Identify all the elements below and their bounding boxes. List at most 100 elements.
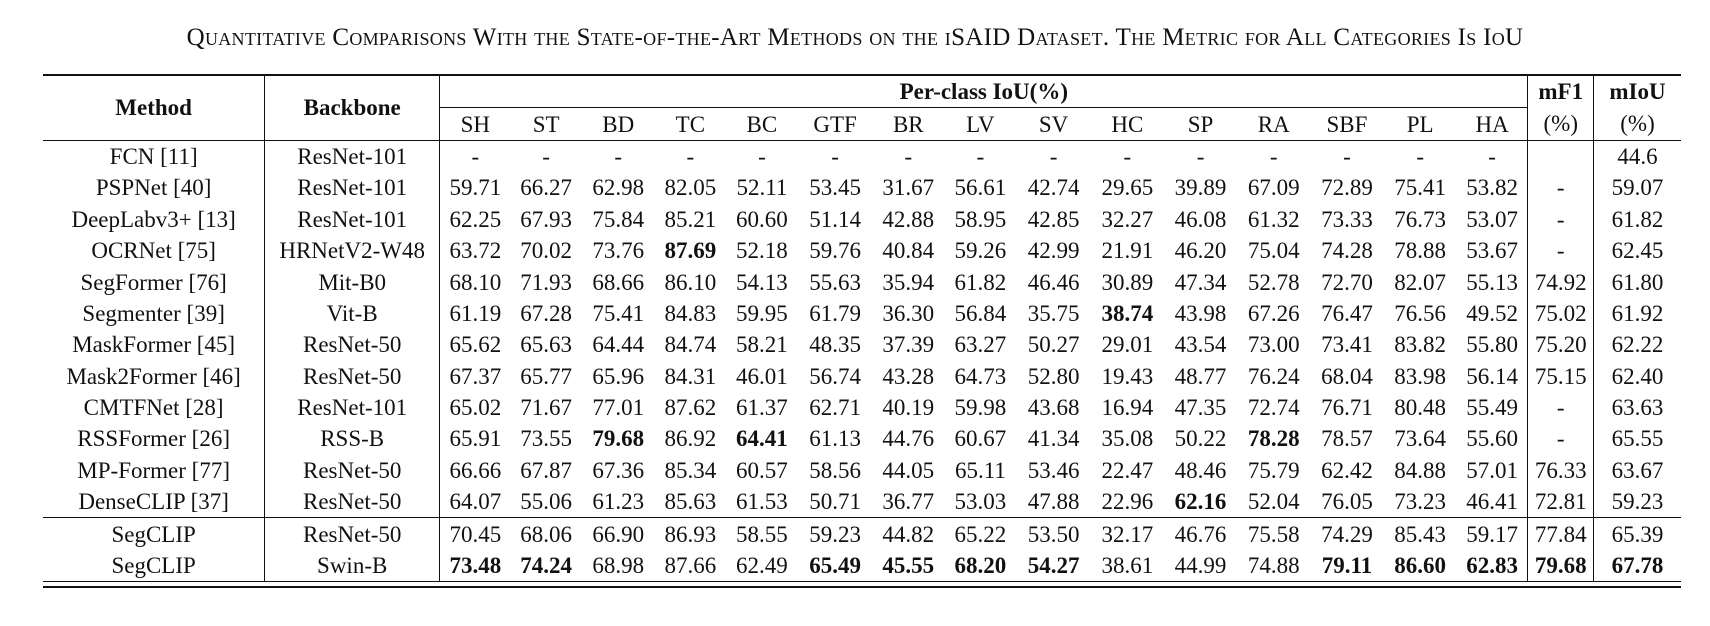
cell-iou-br: 44.05 (882, 457, 935, 483)
cell-iou-sbf: 72.70 (1321, 269, 1373, 295)
cell-mf1 (1527, 140, 1595, 173)
cell-iou-gtf: 55.63 (809, 269, 861, 295)
cell-mf1: - (1527, 391, 1595, 424)
cell-iou-ha: 62.83 (1456, 549, 1529, 583)
cell-iou-br: 44.82 (872, 517, 945, 550)
cell-iou-tc: 84.31 (664, 363, 717, 389)
cell-iou-sbf: 62.42 (1321, 457, 1373, 483)
cell-iou-sh: 64.07 (449, 489, 502, 515)
cell-iou-ra: 74.88 (1237, 549, 1311, 583)
cell-iou-sbf: 72.89 (1321, 175, 1373, 201)
cell-mf1: 72.81 (1527, 486, 1595, 518)
results-table: Method Backbone Per-class IoU(%) mF1 mIo… (43, 74, 1681, 589)
cell-mf1: 75.02 (1527, 297, 1595, 330)
cell-iou-sp: 43.98 (1174, 300, 1227, 326)
results-table-wrap: Method Backbone Per-class IoU(%) mF1 mIo… (43, 74, 1681, 589)
cell-iou-sh: 70.45 (439, 517, 511, 550)
cell-iou-ra: 73.00 (1247, 332, 1300, 358)
cell-iou-bd: 62.98 (592, 175, 645, 201)
cell-iou-tc: 86.93 (654, 517, 726, 550)
cell-miou: 61.82 (1611, 206, 1664, 232)
cell-iou-pl: 86.60 (1383, 549, 1457, 583)
header-miou-unit: (%) (1620, 111, 1655, 137)
cell-miou: 67.78 (1593, 549, 1681, 583)
cell-iou-st: 55.06 (520, 489, 572, 515)
cell-iou-bd: 66.90 (581, 517, 655, 550)
cell-iou-bc: 61.37 (736, 395, 788, 421)
table-row: MaskFormer [45] ResNet-50 65.62 65.63 64.44 8… (43, 329, 1681, 361)
cell-method: Mask2Former [46] (43, 360, 266, 392)
cell-iou-pl: - (1416, 143, 1424, 169)
cell-iou-sh: 66.66 (449, 457, 502, 483)
cell-iou-sv: 42.74 (1027, 175, 1080, 201)
cell-iou-hc: 22.96 (1101, 489, 1154, 515)
cell-iou-hc: 22.47 (1101, 457, 1154, 483)
table-row: SegFormer [76] Mit-B0 68.10 71.93 68.66 86.10… (43, 266, 1681, 298)
header-miou: mIoU (1609, 79, 1666, 105)
cell-iou-bc: 46.01 (736, 363, 788, 389)
cell-iou-ra: 52.04 (1247, 489, 1300, 515)
cell-iou-br: 37.39 (882, 332, 935, 358)
cell-iou-ra: 76.24 (1247, 363, 1300, 389)
cell-iou-sv: 52.80 (1027, 363, 1080, 389)
cell-iou-bd: 75.84 (592, 206, 645, 232)
cell-iou-br: - (904, 143, 913, 169)
table-row: DeepLabv3+ [13] ResNet-101 62.25 67.93 75.84… (43, 203, 1681, 235)
cell-iou-sv: 42.99 (1027, 238, 1080, 264)
cell-iou-tc: 82.05 (664, 175, 717, 201)
cell-iou-st: 67.87 (520, 457, 572, 483)
cell-iou-sp: 39.89 (1174, 175, 1227, 201)
header-mf1: mF1 (1527, 75, 1595, 108)
cell-method: PSPNet [40] (43, 172, 266, 204)
header-class-st: ST (532, 111, 560, 137)
cell-backbone: ResNet-50 (264, 360, 441, 392)
header-class-tc: TC (675, 111, 706, 137)
cell-iou-sv: 35.75 (1027, 300, 1080, 326)
cell-iou-ha: 49.52 (1456, 297, 1529, 330)
header-mf1-unit: (%) (1527, 107, 1595, 141)
cell-iou-pl: 75.41 (1394, 175, 1447, 201)
cell-iou-ra: 67.09 (1247, 175, 1300, 201)
cell-iou-ha: 55.60 (1456, 423, 1529, 455)
cell-mf1: 74.92 (1527, 266, 1595, 298)
cell-iou-gtf: 59.23 (797, 517, 873, 550)
cell-iou-pl: 83.82 (1394, 332, 1447, 358)
cell-method: CMTFNet [28] (43, 391, 266, 424)
cell-iou-st: 74.24 (510, 549, 582, 583)
cell-iou-sp: 43.54 (1174, 332, 1227, 358)
cell-iou-lv: 60.67 (954, 426, 1007, 452)
header-class-lv: LV (966, 111, 995, 137)
cell-iou-ha: 53.82 (1456, 172, 1529, 204)
cell-iou-sp: 46.08 (1174, 206, 1227, 232)
cell-iou-pl: 84.88 (1394, 457, 1447, 483)
cell-iou-st: 68.06 (510, 517, 582, 550)
cell-iou-lv: 59.26 (954, 238, 1007, 264)
header-class-hc: HC (1111, 111, 1144, 137)
cell-iou-hc: 38.74 (1101, 300, 1154, 326)
cell-backbone: Mit-B0 (264, 266, 441, 298)
cell-iou-sbf: 68.04 (1321, 363, 1373, 389)
cell-iou-bd: 75.41 (592, 300, 645, 326)
table-row: CMTFNet [28] ResNet-101 65.02 71.67 77.01 87.… (43, 391, 1681, 424)
cell-iou-ha: 55.13 (1456, 266, 1529, 298)
cell-iou-gtf: - (831, 143, 839, 169)
cell-iou-sh: 65.02 (449, 395, 502, 421)
cell-iou-gtf: 48.35 (809, 332, 861, 358)
cell-iou-tc: 86.92 (664, 426, 717, 452)
cell-iou-tc: 87.66 (654, 549, 726, 583)
cell-iou-tc: 84.74 (664, 332, 717, 358)
cell-mf1: 79.68 (1527, 549, 1595, 583)
header-method: Method (43, 75, 266, 141)
cell-iou-st: 73.55 (520, 426, 572, 452)
cell-mf1: 75.15 (1527, 360, 1595, 392)
cell-backbone: ResNet-101 (264, 391, 441, 424)
cell-iou-sv: 54.27 (1016, 549, 1091, 583)
cell-iou-sbf: 78.57 (1321, 426, 1373, 452)
cell-iou-sh: - (471, 143, 480, 169)
cell-method: SegCLIP (43, 549, 266, 583)
cell-iou-tc: 87.69 (664, 238, 717, 264)
header-per-class: Per-class IoU(%) (439, 75, 1529, 109)
cell-iou-br: 40.19 (882, 395, 935, 421)
cell-iou-hc: 19.43 (1101, 363, 1154, 389)
cell-iou-tc: 87.62 (664, 395, 717, 421)
